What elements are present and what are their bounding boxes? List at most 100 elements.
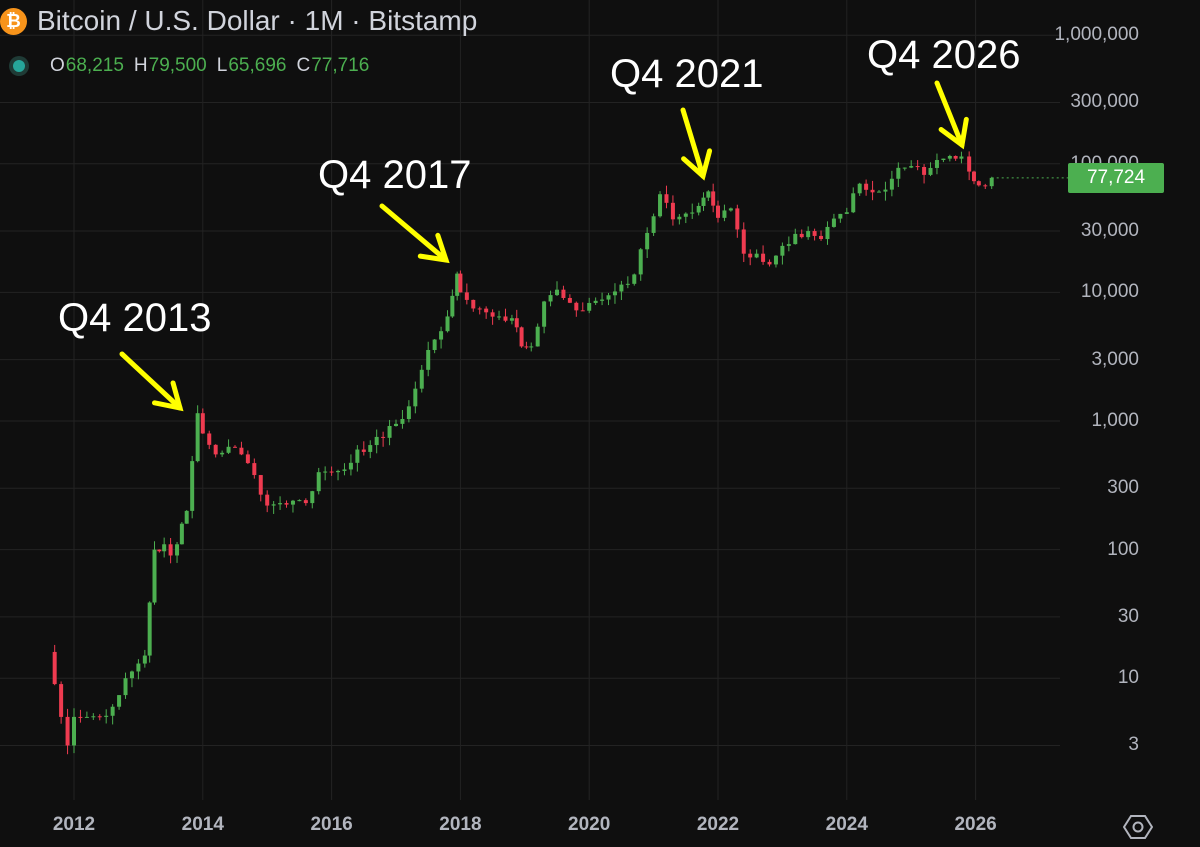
y-tick-label: 300: [1107, 477, 1139, 499]
candle-body: [368, 445, 373, 452]
settings-icon[interactable]: [1123, 812, 1153, 842]
candle-body: [329, 471, 334, 473]
candle-body: [290, 500, 295, 505]
candle-body: [902, 167, 907, 169]
candle-body: [207, 433, 212, 445]
candle-body: [799, 233, 804, 238]
candle-body: [535, 326, 540, 347]
peak-annotation-label: Q4 2026: [867, 33, 1021, 77]
candle-body: [773, 255, 778, 265]
candle-body: [258, 475, 263, 495]
candle-body: [348, 462, 353, 470]
x-tick-label: 2016: [310, 814, 353, 835]
y-tick-label: 30: [1117, 605, 1139, 627]
candle-body: [136, 663, 141, 672]
candle-body: [455, 273, 460, 296]
y-tick-label: 1,000,000: [1054, 24, 1139, 46]
candle-body: [310, 491, 315, 504]
candle-body: [413, 388, 418, 407]
candle-body: [658, 194, 663, 217]
y-tick-label: 30,000: [1080, 220, 1139, 242]
candle-body: [278, 503, 283, 505]
annotation-arrow-icon: [680, 107, 713, 181]
candle-body: [711, 191, 716, 206]
candle-body: [484, 308, 489, 313]
candle-body: [152, 549, 157, 603]
candle-body: [619, 284, 624, 292]
x-tick-label: 2018: [439, 814, 482, 835]
symbol-title[interactable]: Bitcoin / U.S. Dollar · 1M · Bitstamp: [37, 5, 478, 36]
annotation-arrow-icon: [379, 203, 450, 264]
candle-body: [355, 449, 360, 463]
candle-body: [59, 684, 64, 717]
candle-body: [129, 671, 134, 679]
candle-body: [690, 212, 695, 214]
candle-body: [645, 232, 650, 250]
chart-header: ₿ Bitcoin / U.S. Dollar · 1M · Bitstamp …: [0, 0, 900, 90]
candle-body: [651, 216, 656, 233]
candle-body: [271, 504, 276, 506]
candle-body: [548, 295, 553, 302]
candle-body: [381, 436, 386, 438]
candle-body: [989, 177, 994, 187]
candle-body: [387, 426, 392, 438]
candle-body: [374, 436, 379, 446]
candle-body: [870, 189, 875, 193]
x-tick-label: 2020: [568, 814, 611, 835]
candle-body: [450, 295, 455, 317]
candle-body: [722, 210, 727, 218]
candle-body: [65, 716, 70, 746]
ohlc-legend: O 68,215 H 79,500 L 65,696 C 77,716: [13, 55, 369, 77]
candle-body: [838, 213, 843, 219]
candle-body: [934, 160, 939, 168]
candle-body: [97, 716, 102, 718]
candle-body: [509, 318, 514, 321]
peak-annotation-label: Q4 2013: [58, 296, 212, 340]
candle-body: [851, 193, 856, 213]
candle-body: [967, 156, 972, 172]
candle-body: [922, 166, 927, 175]
candle-body: [706, 191, 711, 198]
candle-body: [786, 244, 791, 246]
candle-body: [123, 678, 128, 696]
candle-body: [179, 523, 184, 545]
candle-body: [600, 299, 605, 301]
candle-body: [638, 249, 643, 275]
candle-body: [419, 369, 424, 389]
candle-body: [806, 231, 811, 238]
candle-body: [864, 183, 869, 190]
candle-body: [110, 706, 115, 716]
y-tick-label: 10: [1117, 667, 1139, 689]
annotation-arrows: [119, 80, 969, 412]
low-value: 65,696: [228, 55, 287, 76]
candle-body: [883, 189, 888, 192]
candle-body: [728, 208, 733, 211]
candle-body: [78, 716, 83, 718]
annotation-arrow-icon: [934, 80, 969, 150]
candle-body: [670, 202, 675, 220]
candle-body: [147, 602, 152, 656]
peak-annotation-label: Q4 2017: [318, 153, 472, 197]
candle-body: [561, 289, 566, 298]
bitcoin-icon: ₿: [0, 8, 27, 35]
candle-body: [741, 229, 746, 254]
last-price-badge: 77,724: [1068, 163, 1164, 193]
x-tick-label: 2012: [52, 814, 96, 835]
candle-body: [793, 233, 798, 245]
candle-body: [142, 655, 147, 664]
candle-body: [574, 302, 579, 311]
candlestick-series: [52, 151, 1068, 755]
candle-body: [877, 191, 881, 193]
high-value: 79,500: [148, 55, 207, 76]
candle-body: [497, 316, 502, 318]
chart-grid: [0, 0, 1060, 800]
candle-body: [323, 471, 328, 473]
candle-body: [52, 651, 57, 685]
candle-body: [612, 291, 617, 296]
candle-body: [184, 510, 189, 524]
candle-body: [394, 423, 398, 427]
y-tick-label: 300,000: [1070, 91, 1139, 113]
candle-body: [168, 544, 173, 556]
x-tick-label: 2022: [696, 814, 740, 835]
